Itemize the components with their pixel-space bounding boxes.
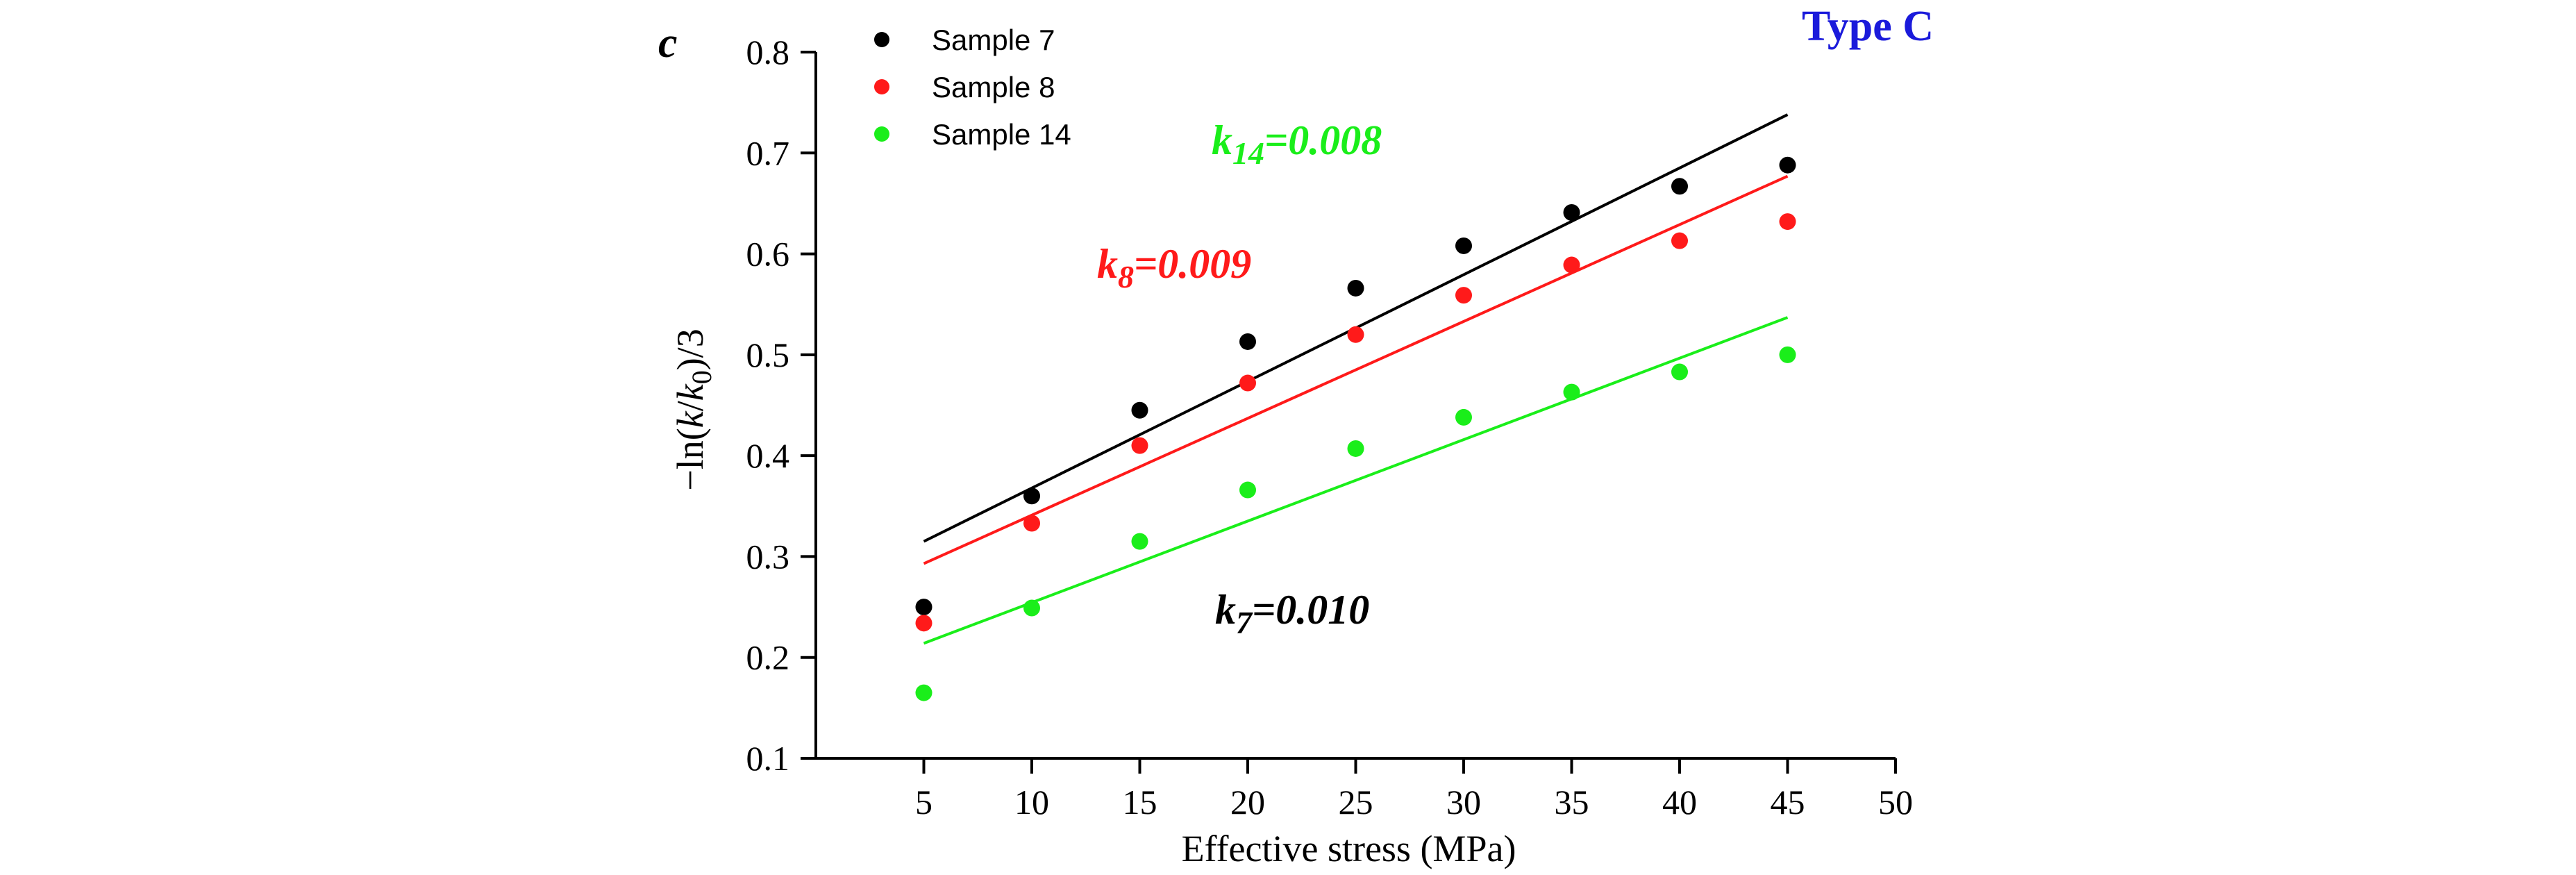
slope-annotation: k8=0.009 bbox=[1097, 241, 1251, 294]
data-point-sample-8 bbox=[1131, 437, 1148, 454]
legend-label: Sample 14 bbox=[932, 118, 1071, 151]
data-point-sample-7 bbox=[1239, 333, 1256, 350]
data-point-sample-8 bbox=[1023, 515, 1040, 532]
data-point-sample-7 bbox=[1563, 204, 1580, 222]
slope-annotation: k14=0.008 bbox=[1212, 117, 1382, 171]
data-point-sample-7 bbox=[1023, 488, 1040, 505]
x-axis-title: Effective stress (MPa) bbox=[1182, 828, 1516, 869]
slope-annotation-value: =0.008 bbox=[1264, 117, 1382, 163]
data-point-sample-7 bbox=[1455, 237, 1472, 254]
x-tick-label: 35 bbox=[1555, 783, 1589, 822]
data-point-sample-14 bbox=[1455, 408, 1472, 426]
data-point-sample-14 bbox=[1131, 533, 1148, 550]
y-axis-title-part: k bbox=[669, 383, 711, 401]
data-point-sample-7 bbox=[1779, 156, 1796, 174]
y-axis-title-part: −ln( bbox=[669, 428, 711, 490]
fit-line-sample-8 bbox=[923, 174, 1789, 565]
slope-annotation-sub: 8 bbox=[1118, 259, 1134, 294]
slope-annotation-value: =0.009 bbox=[1134, 241, 1251, 287]
y-axis-title-part: 0 bbox=[686, 370, 717, 384]
y-axis-title-part: k bbox=[669, 410, 711, 428]
y-tick-label: 0.3 bbox=[746, 537, 790, 576]
x-tick-label: 15 bbox=[1123, 783, 1157, 822]
y-tick-label: 0.8 bbox=[746, 33, 790, 72]
data-point-sample-8 bbox=[1671, 232, 1688, 249]
data-point-sample-14 bbox=[1779, 346, 1796, 363]
slope-annotation: k7=0.010 bbox=[1215, 587, 1369, 640]
data-point-sample-8 bbox=[1779, 213, 1796, 231]
y-tick-label: 0.5 bbox=[746, 335, 790, 374]
data-point-sample-14 bbox=[1671, 363, 1688, 381]
slope-annotation-sub: 7 bbox=[1236, 605, 1253, 640]
data-point-sample-14 bbox=[915, 684, 932, 701]
data-point-sample-8 bbox=[1563, 256, 1580, 274]
data-point-sample-8 bbox=[1455, 287, 1472, 304]
data-point-sample-8 bbox=[1347, 326, 1364, 343]
data-point-sample-7 bbox=[1671, 178, 1688, 195]
slope-annotation-value: =0.010 bbox=[1252, 587, 1369, 633]
y-tick-label: 0.7 bbox=[746, 133, 790, 172]
data-point-sample-14 bbox=[1347, 440, 1364, 457]
data-point-sample-7 bbox=[1131, 401, 1148, 419]
y-tick-label: 0.2 bbox=[746, 638, 790, 677]
data-point-sample-8 bbox=[1239, 374, 1256, 392]
legend-marker bbox=[874, 126, 889, 142]
y-tick-label: 0.6 bbox=[746, 235, 790, 274]
y-axis-title: −ln(k/k0)/3 bbox=[669, 328, 717, 490]
x-tick-label: 5 bbox=[915, 783, 932, 822]
x-tick-label: 50 bbox=[1878, 783, 1913, 822]
x-tick-label: 20 bbox=[1230, 783, 1265, 822]
x-tick-label: 25 bbox=[1339, 783, 1373, 822]
type-label: Type C bbox=[1802, 3, 1934, 50]
panel-label: c bbox=[658, 19, 678, 67]
y-axis-title-part: / bbox=[669, 401, 711, 411]
x-tick-label: 45 bbox=[1771, 783, 1805, 822]
data-point-sample-7 bbox=[1347, 279, 1364, 297]
x-tick-label: 40 bbox=[1662, 783, 1697, 822]
data-point-sample-8 bbox=[915, 615, 932, 632]
data-point-sample-7 bbox=[915, 599, 932, 616]
data-point-sample-14 bbox=[1023, 599, 1040, 617]
slope-annotation-k: k bbox=[1212, 117, 1232, 163]
slope-annotation-k: k bbox=[1215, 587, 1236, 633]
legend-marker bbox=[874, 79, 889, 94]
y-tick-label: 0.1 bbox=[746, 739, 790, 778]
y-tick-label: 0.4 bbox=[746, 436, 790, 475]
x-tick-label: 30 bbox=[1446, 783, 1481, 822]
fit-line-sample-14 bbox=[923, 316, 1789, 645]
slope-annotation-sub: 14 bbox=[1232, 135, 1264, 171]
legend-label: Sample 8 bbox=[932, 71, 1055, 103]
slope-annotation-k: k bbox=[1097, 241, 1118, 287]
x-tick-label: 10 bbox=[1014, 783, 1049, 822]
data-point-sample-14 bbox=[1563, 383, 1580, 401]
data-point-sample-14 bbox=[1239, 481, 1256, 499]
legend-marker bbox=[874, 32, 889, 47]
y-axis-title-part: )/3 bbox=[669, 328, 711, 370]
legend-label: Sample 7 bbox=[932, 24, 1055, 56]
